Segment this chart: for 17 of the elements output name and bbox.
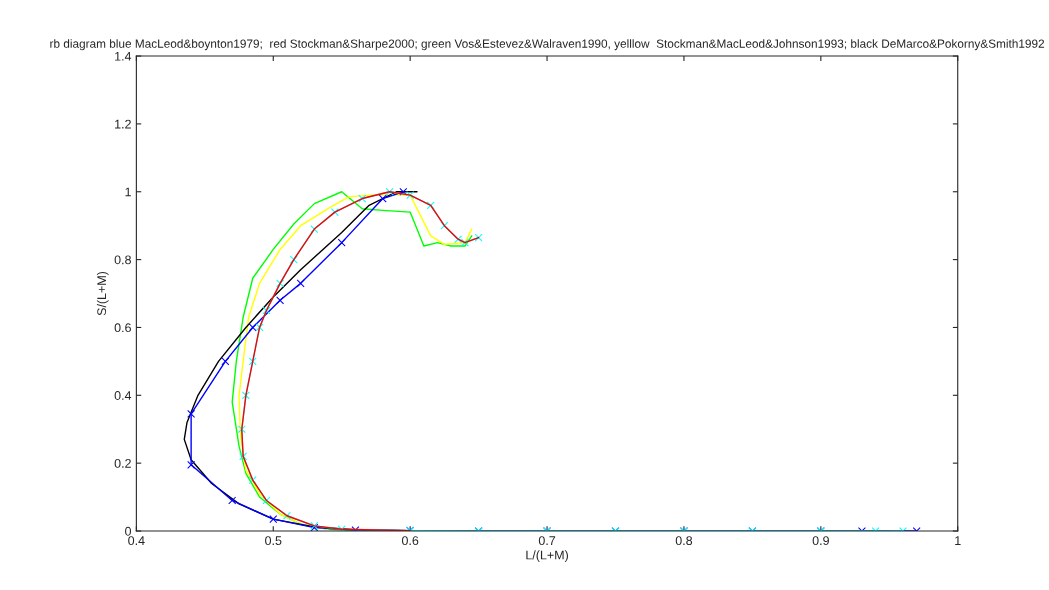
y-axis-title: S/(L+M) <box>96 271 109 316</box>
y-tick-label: 0.6 <box>114 323 131 333</box>
y-tick-label: 0.4 <box>114 391 132 400</box>
y-tick-label: 0 <box>125 526 132 536</box>
x-tick-label: 1 <box>955 536 961 545</box>
x-axis-title: L/(L+M) <box>526 550 568 562</box>
y-tick-label: 0.8 <box>114 255 131 265</box>
y-tick-label: 1.2 <box>115 119 131 129</box>
y-tick-label: 1.4 <box>115 51 132 61</box>
x-tick-label: 0.9 <box>812 536 829 546</box>
y-tick-label: 0.2 <box>114 458 131 468</box>
x-tick-label: 0.5 <box>265 536 282 546</box>
y-tick-label: 1 <box>125 187 131 197</box>
chart-title: rb diagram blue MacLeod&boynton1979; red Stockman&Sharpe2000; green Vos&Estevez&Walraven1990, yelllow Stockman&MacLeod&Johnson1993; black DeMarco&Pokorny&Smith1992 <box>50 39 1045 51</box>
x-tick-label: 0.7 <box>538 536 556 546</box>
x-tick-label: 0.8 <box>675 536 693 546</box>
x-tick-label: 0.6 <box>401 536 419 546</box>
